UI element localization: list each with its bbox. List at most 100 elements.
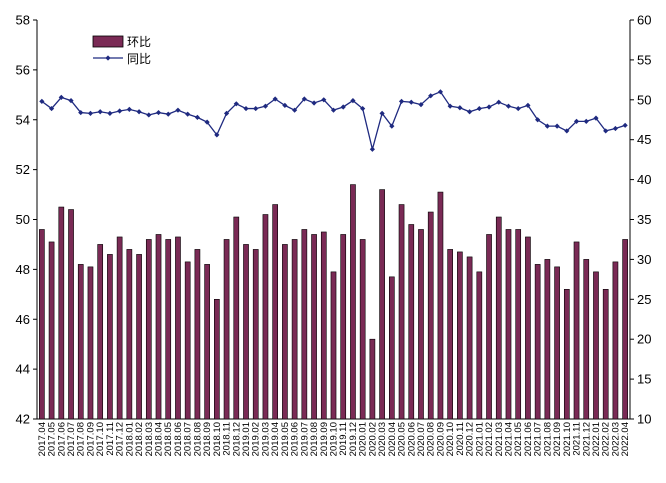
x-tick-label: 2019.05 (280, 422, 291, 456)
line-point (330, 107, 337, 113)
line-point (117, 108, 123, 114)
x-tick-label: 2020.02 (367, 422, 378, 456)
line-point (418, 101, 424, 108)
bar (563, 289, 570, 420)
right-tick-label: 60 (637, 13, 651, 28)
x-tick-label: 2019.07 (299, 422, 310, 456)
bar (223, 239, 230, 420)
line-point (340, 104, 346, 110)
line-point (525, 102, 531, 108)
bar (612, 261, 619, 420)
x-tick-label: 2021.05 (513, 422, 524, 456)
x-tick-label: 2017.09 (85, 422, 96, 456)
x-tick-label: 2018.07 (183, 422, 194, 456)
bar (155, 234, 162, 420)
legend-line-label: 同比 (127, 52, 151, 66)
x-tick-label: 2018.08 (192, 422, 203, 456)
line-point (48, 105, 55, 112)
bar (291, 239, 298, 420)
line-point (612, 125, 619, 132)
bar (165, 239, 172, 420)
line-point (505, 103, 512, 109)
bar (252, 249, 259, 420)
x-tick-label: 2018.03 (144, 422, 155, 456)
right-tick-label: 30 (637, 252, 651, 267)
line-point (292, 107, 298, 113)
line-point (486, 104, 492, 110)
bar (602, 289, 609, 420)
bar (350, 184, 356, 420)
line-point (476, 105, 482, 112)
line-point (622, 122, 628, 128)
x-tick-label: 2019.12 (348, 422, 359, 456)
x-tick-label: 2020.10 (445, 422, 456, 456)
line-point (535, 117, 541, 123)
right-tick-label: 40 (637, 172, 651, 187)
legend: 环比 同比 (92, 35, 151, 66)
line-markers (39, 89, 628, 152)
bar (301, 229, 308, 420)
x-tick-label: 2021.12 (581, 422, 592, 456)
x-tick-label: 2022.01 (591, 422, 602, 456)
x-tick-label: 2021.10 (562, 422, 573, 456)
legend-line-marker (105, 55, 111, 61)
bar (282, 244, 288, 420)
bar-series (39, 184, 628, 420)
line-point (223, 110, 230, 116)
x-tick-label: 2017.08 (76, 422, 87, 456)
x-tick-label: 2021.01 (474, 422, 485, 456)
bar (116, 236, 123, 420)
line-point (564, 128, 570, 134)
line-point (39, 98, 45, 104)
line-point (466, 109, 473, 115)
bar (486, 234, 492, 420)
line-point (457, 105, 463, 111)
x-tick-label: 2021.06 (523, 422, 534, 456)
bar (311, 234, 317, 420)
x-tick-label: 2018.04 (154, 422, 165, 456)
x-tick-label: 2020.03 (377, 422, 388, 456)
x-tick-label: 2018.01 (124, 422, 135, 456)
line-point (360, 105, 366, 112)
x-tick-label: 2019.02 (251, 422, 262, 456)
bar (437, 191, 444, 420)
bar (515, 229, 522, 420)
bar (194, 249, 201, 420)
x-tick-label: 2019.03 (260, 422, 271, 456)
line-point (321, 97, 327, 103)
line-point (262, 103, 269, 109)
line-point (389, 123, 395, 129)
line-point (301, 96, 307, 102)
x-tick-label: 2020.09 (435, 422, 446, 456)
x-tick-label: 2020.12 (465, 422, 476, 456)
line-point (185, 111, 191, 117)
bar (107, 254, 113, 420)
line-point (58, 94, 64, 101)
x-tick-label: 2018.11 (222, 422, 233, 456)
bar (593, 271, 599, 420)
x-tick-label: 2019.08 (309, 422, 320, 456)
left-tick-label: 48 (16, 262, 30, 277)
bar (87, 266, 94, 420)
line-point (350, 97, 356, 104)
line-point (146, 112, 152, 118)
line-point (107, 110, 113, 116)
line-point (233, 101, 239, 107)
line-point (496, 99, 502, 105)
bar (476, 271, 483, 420)
bar (126, 249, 133, 420)
bar (525, 236, 531, 420)
x-tick-label: 2021.04 (503, 422, 514, 456)
x-tick-label: 2017.04 (37, 422, 48, 456)
bar (340, 234, 347, 420)
line-point (97, 109, 103, 115)
line-point (379, 110, 385, 116)
bar (58, 206, 65, 420)
left-tick-label: 46 (16, 312, 30, 327)
x-tick-label: 2017.10 (95, 422, 106, 456)
x-tick-label: 2019.11 (338, 422, 349, 456)
bar (544, 259, 551, 420)
line-point (175, 107, 181, 113)
x-tick-label: 2019.04 (270, 422, 281, 456)
